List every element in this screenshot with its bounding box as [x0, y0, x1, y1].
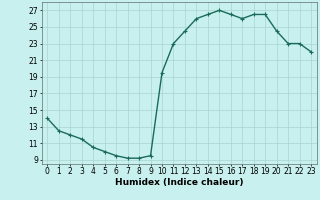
X-axis label: Humidex (Indice chaleur): Humidex (Indice chaleur) [115, 178, 244, 187]
